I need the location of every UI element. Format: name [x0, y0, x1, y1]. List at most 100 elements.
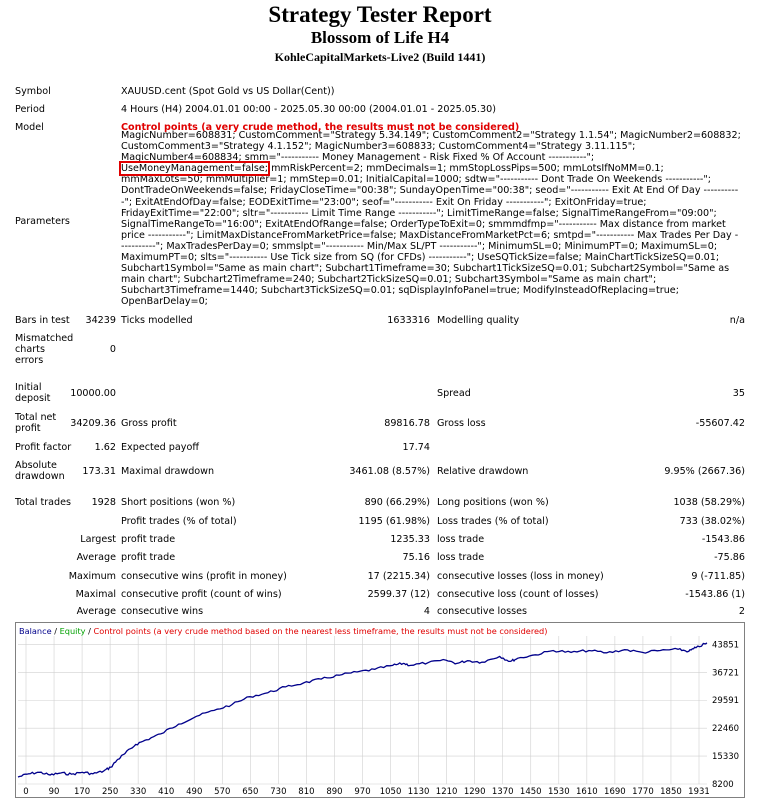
y-tick-label: 29591 [712, 696, 739, 706]
model-value: Control points (a very crude method, the… [121, 122, 520, 133]
legend-sep-1: / [51, 626, 60, 636]
x-tick-label: 970 [354, 787, 370, 797]
legend-sep-2: / [85, 626, 94, 636]
quality-label: Modelling quality [437, 315, 520, 326]
spread-label: Spread [437, 388, 471, 399]
ptrades-label: Profit trades (% of total) [121, 516, 237, 527]
model-label: Model [15, 122, 44, 133]
y-tick-label: 22460 [712, 724, 739, 734]
grossloss-label: Gross loss [437, 418, 486, 429]
x-tick-label: 1050 [380, 787, 402, 797]
maximum-label: Maximum [68, 571, 116, 582]
x-tick-label: 1770 [632, 787, 654, 797]
grossprofit-label: Gross profit [121, 418, 177, 429]
x-tick-label: 250 [102, 787, 118, 797]
ptrades-value: 1195 (61.98%) [358, 516, 430, 527]
spread-value: 35 [732, 388, 745, 399]
largest-profit-value: 1235.33 [390, 534, 430, 545]
largest-profit-label: profit trade [121, 534, 176, 545]
netprofit-label: Total net profit [15, 412, 57, 434]
parameters-text: MagicNumber=608831; CustomComment="Strat… [118, 130, 741, 308]
x-tick-label: 1690 [604, 787, 626, 797]
y-tick-label: 15330 [712, 752, 739, 762]
x-tick-label: 0 [23, 787, 28, 797]
trades-value: 1928 [91, 497, 116, 508]
pf-label: Profit factor [15, 442, 72, 453]
avglosses-label: consecutive losses [437, 606, 527, 617]
mismatch-label: Mismatched charts errors [15, 333, 74, 366]
params-before: MagicNumber=608831; CustomComment="Strat… [121, 130, 741, 164]
period-value: 4 Hours (H4) 2004.01.01 00:00 - 2025.05.… [121, 104, 496, 115]
legend-balance: Balance [19, 626, 52, 636]
grossloss-value: -55607.42 [695, 418, 745, 429]
x-tick-label: 1850 [660, 787, 682, 797]
ticks-value: 1633316 [387, 315, 430, 326]
parameters-label: Parameters [15, 216, 70, 227]
trades-label: Total trades [15, 497, 72, 508]
mismatch-value: 0 [109, 344, 116, 355]
grossprofit-value: 89816.78 [384, 418, 430, 429]
payoff-value: 17.74 [402, 442, 430, 453]
average-profit-label: profit trade [121, 552, 176, 563]
netprofit-value: 34209.36 [70, 418, 116, 429]
bars-label: Bars in test [15, 315, 70, 326]
maxdd-label: Maximal drawdown [121, 466, 215, 477]
quality-value: n/a [729, 315, 745, 326]
x-tick-label: 1450 [520, 787, 542, 797]
x-tick-label: 90 [49, 787, 60, 797]
avgwins-value: 4 [423, 606, 430, 617]
absdd-label: Absolute drawdown [15, 460, 65, 482]
symbol-value: XAUUSD.cent (Spot Gold vs US Dollar(Cent… [121, 86, 335, 97]
average-loss-label: loss trade [437, 552, 485, 563]
avglosses-value: 2 [738, 606, 745, 617]
maxdd-value: 3461.08 (8.57%) [349, 466, 430, 477]
x-tick-label: 1370 [492, 787, 514, 797]
average-profit-value: 75.16 [402, 552, 430, 563]
ticks-label: Ticks modelled [121, 315, 193, 326]
y-tick-label: 36721 [712, 668, 739, 678]
x-tick-label: 1610 [576, 787, 598, 797]
maxlosses-value: 9 (-711.85) [691, 571, 745, 582]
short-label: Short positions (won %) [121, 497, 236, 508]
symbol-label: Symbol [15, 86, 51, 97]
reldd-label: Relative drawdown [437, 466, 529, 477]
x-tick-label: 1210 [436, 787, 458, 797]
maxprofit-label: consecutive profit (count of wins) [121, 589, 282, 600]
balance-series-line [17, 642, 708, 778]
largest-loss-value: -1543.86 [701, 534, 745, 545]
period-label: Period [15, 104, 45, 115]
maxlosses-label: consecutive losses (loss in money) [437, 571, 604, 582]
long-value: 1038 (58.29%) [673, 497, 745, 508]
x-tick-label: 410 [158, 787, 174, 797]
ltrades-label: Loss trades (% of total) [437, 516, 549, 527]
y-tick-label: 43851 [712, 640, 739, 650]
y-tick-label: 8200 [712, 780, 734, 790]
bars-value: 34239 [85, 315, 116, 326]
balance-chart: 43851 36721 29591 22460 15330 8200 0 90 170 250 3… [15, 622, 745, 798]
short-value: 890 (66.29%) [364, 497, 430, 508]
maxloss-value: -1543.86 (1) [685, 589, 745, 600]
average-loss-value: -75.86 [714, 552, 745, 563]
payoff-label: Expected payoff [121, 442, 199, 453]
legend-control-points: Control points (a very crude method base… [93, 626, 548, 636]
reldd-value: 9.95% (2667.36) [664, 466, 745, 477]
maxwins-value: 17 (2215.34) [367, 571, 430, 582]
x-tick-label: 330 [130, 787, 146, 797]
x-tick-label: 1130 [408, 787, 430, 797]
x-tick-label: 170 [74, 787, 90, 797]
maxprofit-value: 2599.37 (12) [367, 589, 430, 600]
largest-label: Largest [80, 534, 116, 545]
average2-label: Average [76, 606, 116, 617]
pf-value: 1.62 [94, 442, 116, 453]
x-tick-label: 1530 [548, 787, 570, 797]
deposit-label: Initial deposit [15, 382, 51, 404]
chart-y-ticks: 43851 36721 29591 22460 15330 8200 [712, 640, 739, 790]
chart-legend: Balance / Equity / Control points (a ver… [19, 626, 547, 636]
params-after: mmRiskPercent=2; mmDecimals=1; mmStopLos… [121, 163, 739, 308]
legend-equity: Equity [59, 626, 86, 636]
x-tick-label: 1931 [688, 787, 710, 797]
deposit-value: 10000.00 [70, 388, 116, 399]
maximal-label: Maximal [75, 589, 116, 600]
maxloss-label: consecutive loss (count of losses) [437, 589, 599, 600]
chart-grid [18, 636, 707, 785]
